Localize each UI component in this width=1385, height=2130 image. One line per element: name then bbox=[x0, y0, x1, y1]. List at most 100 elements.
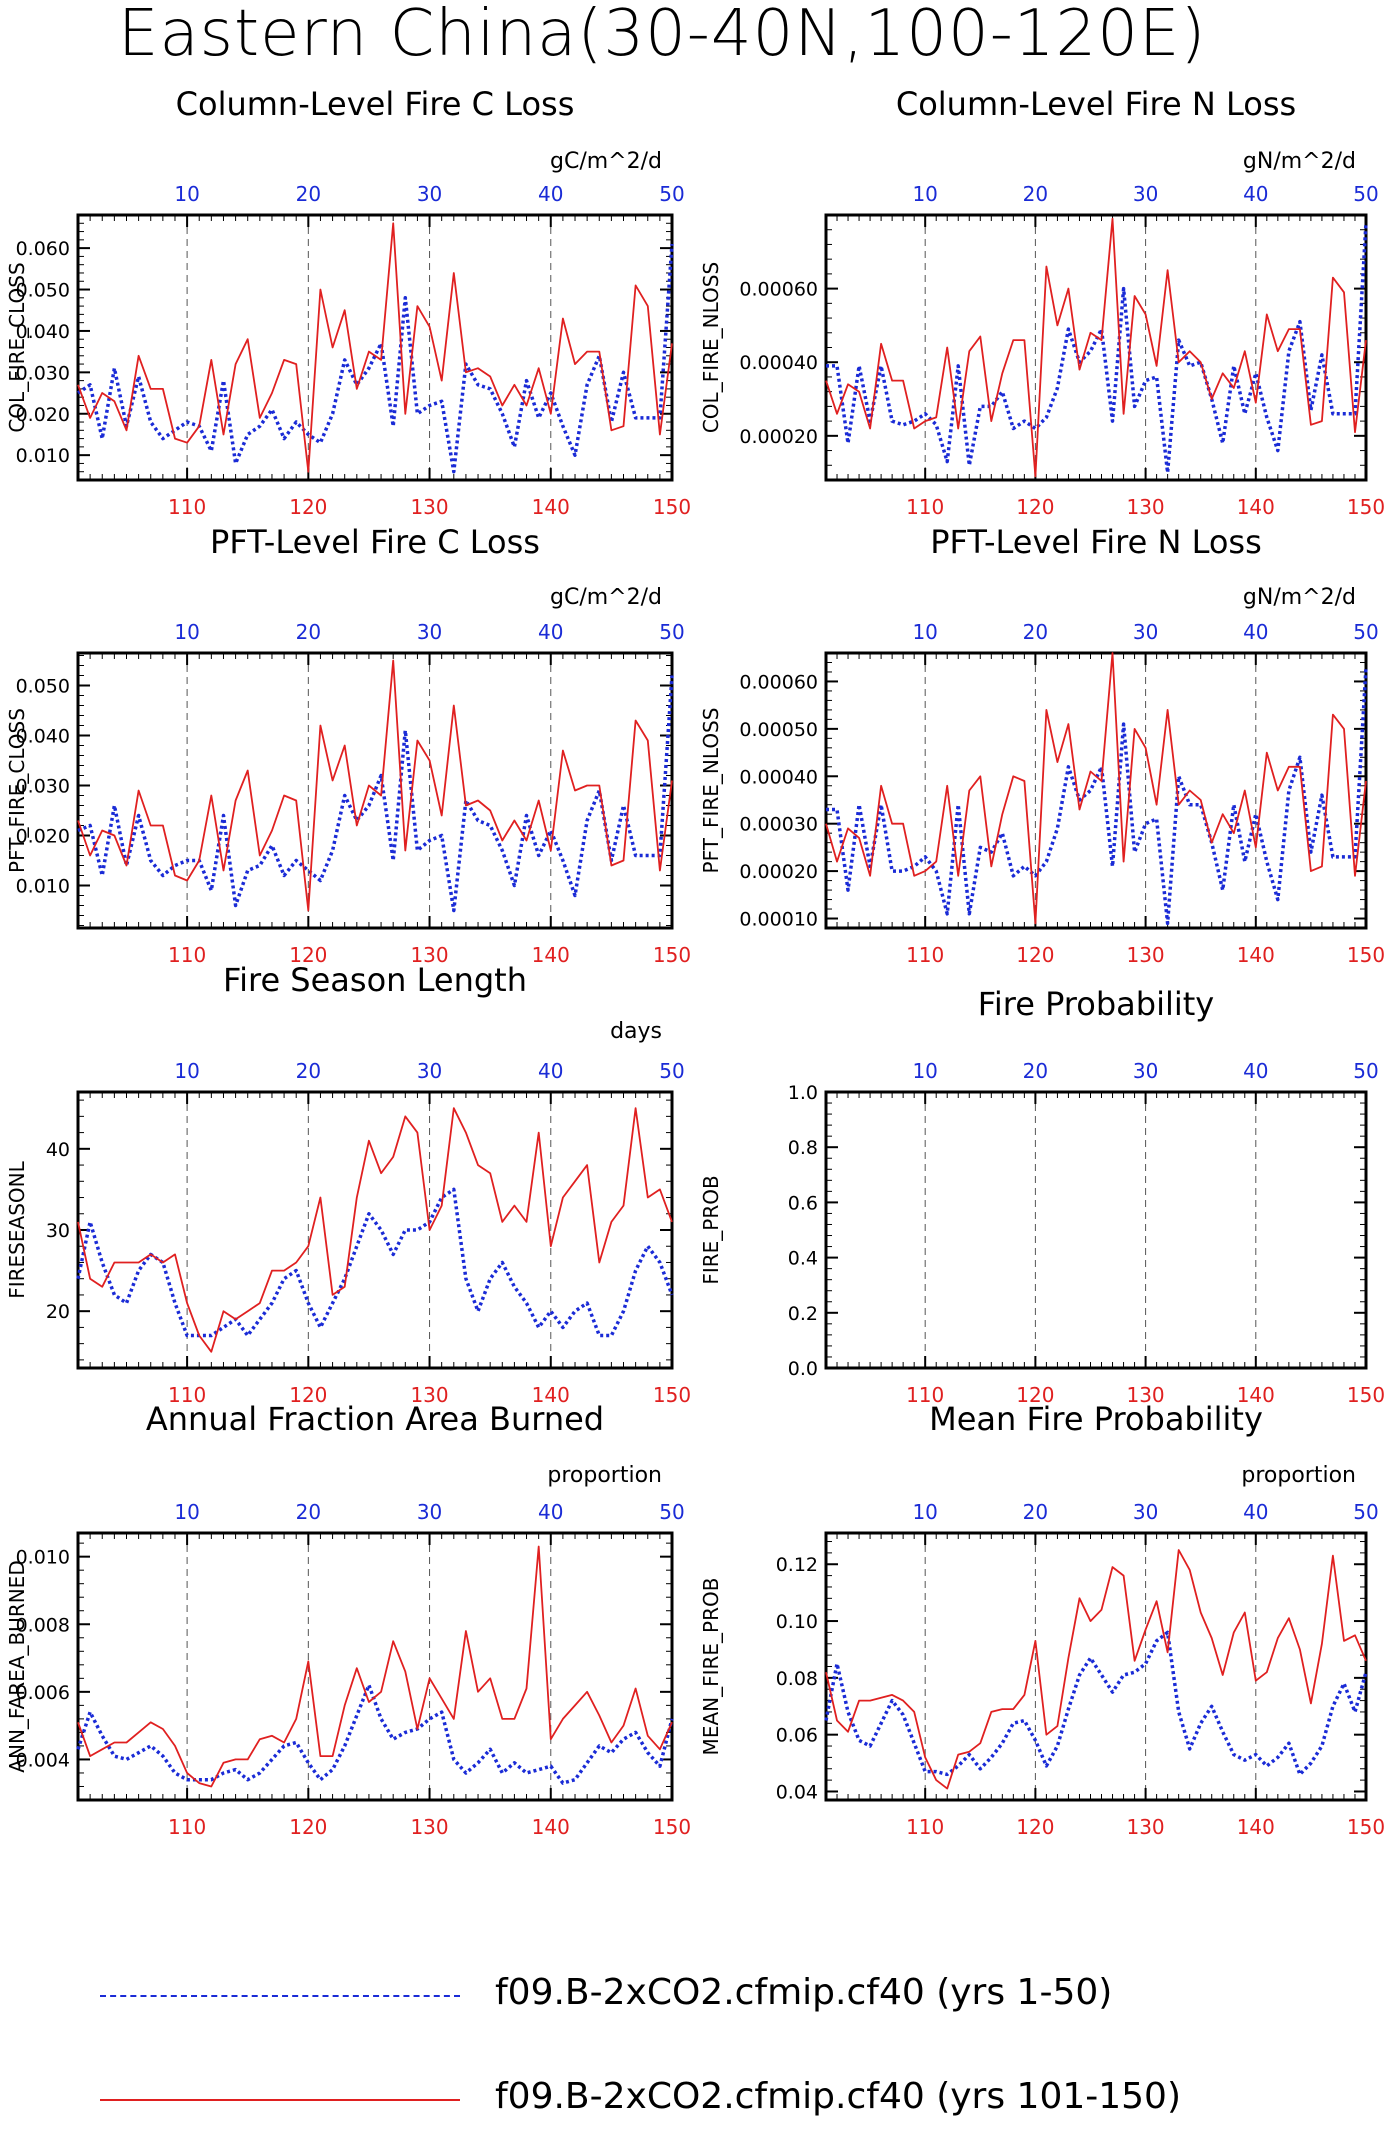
x-tick-label-top: 50 bbox=[1353, 620, 1378, 644]
x-tick-label-bottom: 130 bbox=[1126, 495, 1164, 519]
y-tick-label: 0.8 bbox=[788, 1137, 818, 1159]
x-tick-label-bottom: 130 bbox=[1126, 1383, 1164, 1407]
x-tick-label-bottom: 150 bbox=[1347, 495, 1385, 519]
x-tick-label-bottom: 140 bbox=[532, 943, 570, 967]
series-line-yrs-101-150 bbox=[825, 1549, 1367, 1790]
chart-units-label: gN/m^2/d bbox=[1243, 149, 1356, 174]
series-line-yrs-101-150 bbox=[77, 1545, 673, 1788]
x-tick-label-top: 50 bbox=[659, 1500, 684, 1524]
chart-panel-7: Annual Fraction Area Burned proportion 0.0… bbox=[5, 1400, 691, 1839]
chart-panel-4: PFT-Level Fire N Loss gN/m^2/d 0.00010 0.00… bbox=[699, 523, 1385, 967]
x-tick-label-top: 10 bbox=[174, 1500, 199, 1524]
x-tick-label-bottom: 120 bbox=[289, 1815, 327, 1839]
x-tick-label-top: 50 bbox=[659, 182, 684, 206]
y-tick-label: 0.4 bbox=[788, 1248, 818, 1270]
charts-canvas: Column-Level Fire C LossgC/m^2/d0.0100.0… bbox=[5, 85, 1385, 1839]
series-line-yrs-1-50 bbox=[826, 667, 1368, 926]
x-tick-label-top: 30 bbox=[1133, 620, 1158, 644]
chart-title: Mean Fire Probability bbox=[929, 1400, 1263, 1438]
x-tick-label-bottom: 140 bbox=[532, 1383, 570, 1407]
x-tick-label-bottom: 110 bbox=[168, 943, 206, 967]
plot-frame bbox=[824, 651, 1368, 930]
x-tick-label-bottom: 150 bbox=[653, 495, 691, 519]
x-tick-label-bottom: 120 bbox=[1016, 1383, 1054, 1407]
x-tick-label-bottom: 120 bbox=[289, 943, 327, 967]
y-tick-label: 0.010 bbox=[16, 876, 70, 898]
legend-entry-series-b: f09.B-2xCO2.cfmip.cf40 (yrs 101-150) bbox=[100, 2070, 1300, 2130]
y-tick-label: 40 bbox=[46, 1139, 70, 1161]
x-tick-label-bottom: 150 bbox=[1347, 1383, 1385, 1407]
x-tick-label-top: 10 bbox=[912, 1059, 937, 1083]
series-line-yrs-1-50 bbox=[77, 675, 674, 913]
x-tick-label-top: 20 bbox=[1023, 620, 1048, 644]
x-tick-label-top: 40 bbox=[1243, 1500, 1268, 1524]
y-tick-label: 0.00060 bbox=[739, 671, 818, 693]
chart-title: PFT-Level Fire C Loss bbox=[210, 523, 540, 561]
y-tick-label: 0.08 bbox=[776, 1668, 818, 1690]
chart-units-label: gC/m^2/d bbox=[550, 585, 662, 610]
chart-title: Column-Level Fire C Loss bbox=[176, 85, 575, 123]
y-tick-label: 0.00040 bbox=[739, 352, 818, 374]
x-tick-label-bottom: 110 bbox=[168, 1383, 206, 1407]
plot-frame bbox=[824, 1090, 1368, 1370]
x-tick-label-bottom: 130 bbox=[410, 495, 448, 519]
y-tick-label: 0.004 bbox=[16, 1749, 70, 1771]
x-tick-label-bottom: 150 bbox=[1347, 943, 1385, 967]
x-tick-label-top: 20 bbox=[1023, 1500, 1048, 1524]
x-tick-label-bottom: 110 bbox=[168, 1815, 206, 1839]
series-line-yrs-101-150 bbox=[77, 1107, 673, 1353]
plot-frame bbox=[76, 213, 674, 482]
y-tick-label: 1.0 bbox=[788, 1082, 818, 1104]
x-tick-label-top: 40 bbox=[1243, 1059, 1268, 1083]
x-tick-label-top: 50 bbox=[659, 620, 684, 644]
y-tick-label: 0.050 bbox=[16, 676, 70, 698]
y-tick-label: 0.008 bbox=[16, 1614, 70, 1636]
y-tick-label: 0.00020 bbox=[739, 861, 818, 883]
legend: f09.B-2xCO2.cfmip.cf40 (yrs 1-50) f09.B-… bbox=[0, 1900, 1385, 2120]
chart-panel-1: Column-Level Fire C Loss gC/m^2/d 0.010 0.0… bbox=[5, 85, 691, 519]
page-title: Eastern China(30-40N,100-120E) bbox=[118, 0, 1207, 71]
x-tick-label-top: 50 bbox=[659, 1059, 684, 1083]
x-tick-label-top: 20 bbox=[296, 1500, 321, 1524]
x-tick-label-top: 40 bbox=[1243, 182, 1268, 206]
x-tick-label-top: 10 bbox=[912, 182, 937, 206]
x-tick-label-bottom: 130 bbox=[1126, 943, 1164, 967]
x-tick-label-bottom: 110 bbox=[906, 943, 944, 967]
x-tick-label-bottom: 110 bbox=[906, 495, 944, 519]
x-tick-label-top: 20 bbox=[1023, 182, 1048, 206]
y-tick-label: 0.0 bbox=[788, 1358, 818, 1380]
y-tick-label: 30 bbox=[46, 1220, 70, 1242]
x-tick-label-bottom: 120 bbox=[1016, 943, 1054, 967]
x-tick-label-bottom: 140 bbox=[532, 1815, 570, 1839]
plot-frame bbox=[76, 1090, 674, 1370]
x-tick-label-top: 30 bbox=[1133, 1059, 1158, 1083]
y-axis-label: PFT_FIRE_NLOSS bbox=[699, 708, 723, 874]
y-axis-label: MEAN_FIRE_PROB bbox=[699, 1578, 723, 1756]
x-tick-label-bottom: 120 bbox=[1016, 1815, 1054, 1839]
x-tick-label-bottom: 140 bbox=[1237, 1815, 1275, 1839]
y-axis-label: FIRESEASONL bbox=[5, 1160, 29, 1298]
x-tick-label-bottom: 130 bbox=[1126, 1815, 1164, 1839]
x-tick-label-top: 50 bbox=[1353, 182, 1378, 206]
y-tick-label: 0.06 bbox=[776, 1725, 818, 1747]
x-tick-label-top: 30 bbox=[1133, 1500, 1158, 1524]
chart-panel-8: Mean Fire Probability proportion 0.04 0.06 0… bbox=[699, 1400, 1385, 1839]
chart-panel-3: PFT-Level Fire C Loss gC/m^2/d 0.010 0.020 0… bbox=[5, 523, 691, 967]
chart-panel-2: Column-Level Fire N Loss gN/m^2/d 0.00020 0… bbox=[699, 85, 1385, 519]
x-tick-label-top: 10 bbox=[174, 620, 199, 644]
chart-units-label: gN/m^2/d bbox=[1243, 585, 1356, 610]
y-axis-label: ANN_FAREA_BURNED bbox=[5, 1560, 29, 1772]
y-tick-label: 0.10 bbox=[776, 1611, 818, 1633]
x-tick-label-top: 40 bbox=[538, 620, 563, 644]
x-tick-label-top: 10 bbox=[912, 1500, 937, 1524]
y-axis-label: PFT_FIRE_CLOSS bbox=[5, 708, 29, 873]
legend-swatch-series-b bbox=[100, 2099, 460, 2101]
series-line-yrs-1-50 bbox=[76, 1683, 674, 1785]
x-tick-label-top: 30 bbox=[417, 1500, 442, 1524]
x-tick-label-bottom: 150 bbox=[653, 943, 691, 967]
y-tick-label: 0.006 bbox=[16, 1682, 70, 1704]
chart-panel-5: Fire Season Length days 20 30 40 110 120 130 140… bbox=[5, 961, 691, 1407]
plot-frame bbox=[76, 1531, 674, 1802]
series-line-yrs-1-50 bbox=[77, 243, 674, 474]
x-tick-label-top: 40 bbox=[538, 182, 563, 206]
